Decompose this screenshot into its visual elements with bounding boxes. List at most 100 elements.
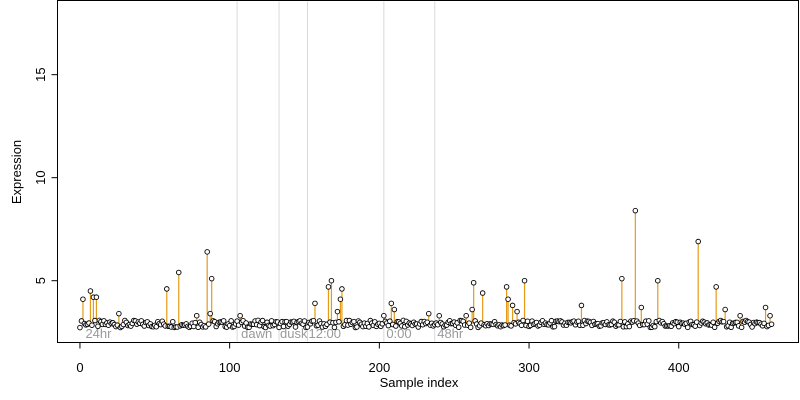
region-label-3: 12:00 (308, 326, 341, 341)
x-tick-label-0: 0 (76, 360, 83, 375)
data-point-58 (164, 286, 170, 292)
data-point-86 (205, 321, 212, 327)
data-point-430 (720, 318, 727, 325)
data-point-101 (228, 318, 234, 324)
region-label-5: 48hr (437, 326, 464, 341)
x-tick-label-1: 100 (219, 360, 241, 375)
data-point-296 (520, 317, 526, 324)
data-point-386 (655, 277, 661, 284)
data-point-269 (479, 290, 486, 296)
stem-layer (82, 210, 771, 324)
data-point-413 (695, 238, 701, 245)
y-tick-label-2: 15 (33, 67, 48, 81)
data-point-258 (463, 312, 469, 319)
data-point-85 (204, 249, 210, 255)
data-point-206 (385, 322, 392, 329)
data-point-2 (80, 296, 86, 302)
data-point-284 (502, 322, 508, 328)
data-point-11 (93, 294, 100, 300)
x-tick-label-3: 300 (518, 360, 540, 375)
data-point-77 (192, 319, 198, 326)
x-tick-label-4: 400 (668, 360, 690, 375)
data-point-288 (508, 323, 514, 329)
data-point-431 (722, 306, 728, 313)
data-point-423 (710, 319, 716, 326)
data-point-210 (391, 306, 398, 313)
data-point-384 (652, 323, 658, 330)
data-point-26 (116, 310, 122, 317)
data-point-240 (436, 312, 442, 319)
point-layer (77, 207, 775, 331)
data-point-0 (77, 324, 83, 331)
data-point-87 (207, 310, 213, 317)
data-point-207 (387, 318, 393, 324)
data-point-172 (334, 308, 341, 315)
data-point-66 (176, 269, 182, 276)
data-point-462 (768, 321, 775, 327)
x-tick-label-2: 200 (368, 360, 390, 375)
data-point-168 (328, 277, 335, 284)
data-point-166 (325, 284, 332, 290)
data-point-425 (713, 284, 719, 290)
region-label-layer: 24hr dawn dusk 12:00 0:00 48hr (85, 326, 463, 341)
data-point-317 (551, 323, 558, 330)
data-point-406 (684, 324, 691, 331)
data-point-461 (767, 312, 773, 319)
plot-box (57, 0, 799, 343)
data-point-380 (646, 318, 652, 324)
y-tick-label-0: 5 (33, 277, 48, 284)
axis-layer: 0 100 200 300 400 5 10 15 (33, 67, 690, 375)
data-point-424 (711, 324, 718, 331)
data-point-10 (92, 317, 98, 324)
data-point-144 (292, 324, 299, 330)
data-point-96 (220, 318, 227, 324)
data-point-170 (331, 324, 338, 331)
data-point-292 (514, 308, 520, 315)
data-point-156 (310, 317, 317, 324)
data-point-78 (193, 312, 200, 319)
data-point-362 (619, 275, 625, 282)
data-point-263 (470, 280, 477, 286)
data-point-136 (280, 323, 287, 330)
data-point-122 (259, 317, 266, 324)
data-point-299 (524, 318, 531, 324)
data-point-88 (208, 275, 215, 282)
y-tick-label-1: 10 (33, 170, 48, 184)
region-label-2: dusk (280, 326, 308, 341)
data-point-183 (351, 318, 357, 325)
data-point-8 (89, 322, 95, 328)
region-label-0: 24hr (85, 326, 112, 341)
data-point-442 (738, 324, 745, 331)
data-point-7 (87, 288, 94, 294)
data-point-107 (237, 312, 243, 319)
data-point-458 (762, 304, 769, 311)
data-point-150 (301, 318, 308, 324)
data-point-262 (469, 306, 475, 313)
data-point-315 (548, 317, 555, 324)
data-point-375 (638, 304, 645, 311)
data-point-62 (170, 318, 176, 325)
data-point-371 (632, 207, 639, 214)
data-point-12 (95, 323, 101, 330)
data-point-297 (521, 277, 528, 284)
data-point-361 (617, 318, 624, 325)
data-point-335 (578, 302, 585, 309)
data-point-233 (425, 310, 432, 317)
data-point-175 (339, 286, 345, 292)
data-point-253 (455, 324, 462, 331)
data-point-261 (467, 324, 474, 331)
data-point-295 (518, 322, 525, 329)
data-point-203 (381, 312, 387, 319)
data-point-208 (388, 300, 395, 307)
y-axis-title: Expression (9, 140, 24, 204)
divider-layer (236, 1, 436, 342)
data-point-173 (336, 319, 342, 325)
data-point-367 (626, 323, 633, 330)
data-point-174 (337, 296, 344, 302)
region-label-4: 0:00 (386, 326, 411, 341)
data-point-185 (354, 324, 360, 330)
data-point-286 (505, 296, 511, 302)
x-axis-title: Sample index (380, 375, 459, 390)
